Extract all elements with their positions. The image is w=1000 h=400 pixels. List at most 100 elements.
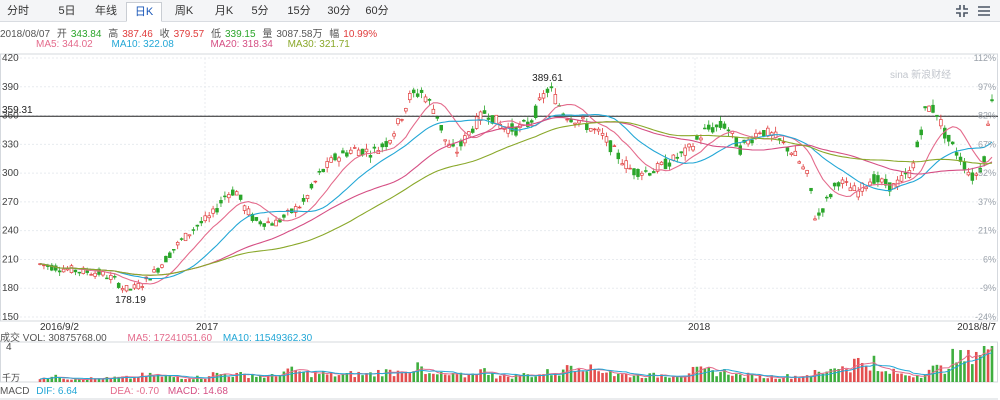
volume-bar [203, 378, 207, 382]
candle-body [990, 99, 994, 102]
candle-body [329, 157, 333, 163]
candle-body [911, 162, 916, 169]
tab-30min[interactable]: 30分 [327, 5, 351, 17]
candle-body [514, 126, 518, 136]
volume-bar [491, 373, 494, 382]
info-date: 2018/08/07 [0, 29, 51, 40]
candle-body [254, 217, 259, 221]
candle-body [549, 86, 554, 89]
compress-icon[interactable] [954, 3, 970, 19]
volume-bar [652, 372, 655, 382]
candle-body [585, 123, 589, 130]
right-pct-tick-label: -24% [975, 312, 996, 322]
volume-bar [884, 371, 888, 382]
volume-bar [78, 379, 81, 382]
volume-bar [479, 369, 482, 382]
volume-bar [577, 368, 581, 382]
candle-body [785, 147, 790, 152]
volume-bar [93, 378, 97, 382]
candle-body [419, 89, 424, 93]
candle-body [864, 186, 868, 190]
candle-body [573, 122, 577, 125]
tab-60min[interactable]: 60分 [365, 5, 389, 17]
volume-bar [687, 373, 691, 382]
volume-bar [628, 377, 632, 382]
volume-bar [345, 373, 349, 382]
volume-bar [963, 361, 966, 382]
volume-bar [447, 375, 451, 382]
volume-bar [738, 374, 742, 382]
volume-bar [723, 369, 726, 382]
volume-bar [286, 368, 290, 382]
high-label: 高 [108, 29, 119, 40]
volume-bar [908, 375, 911, 382]
tab-yearline[interactable]: 年线 [95, 5, 117, 17]
candle-body [840, 179, 845, 184]
candle-body [211, 208, 215, 214]
candle-body [278, 219, 282, 223]
volume-bar [180, 378, 183, 382]
candle-body [246, 208, 251, 216]
candle-body [57, 270, 62, 273]
candle-body [919, 129, 923, 136]
volume-bar [105, 376, 109, 382]
candle-body [227, 194, 231, 199]
candle-body [891, 183, 896, 190]
volume-bar [715, 376, 718, 382]
volume-bar [50, 376, 54, 382]
volume-bar [483, 368, 486, 382]
volume-bar [923, 374, 927, 382]
candle-body [93, 272, 97, 277]
volume-label: 量 [262, 29, 273, 40]
volume-bar [290, 366, 294, 382]
ma30-label: MA30: 321.71 [287, 39, 350, 50]
volume-bar [251, 374, 254, 382]
candle-body [522, 119, 526, 122]
volume-bar [160, 376, 164, 382]
candle-body [533, 105, 538, 118]
volume-bar [184, 378, 187, 382]
volume-bar [428, 373, 431, 382]
candle-body [50, 264, 54, 271]
candle-body [459, 140, 463, 147]
tab-daily-k[interactable]: 日K [126, 2, 162, 22]
volume-bar [849, 372, 852, 382]
candle-body [581, 117, 585, 120]
volume-bar [199, 378, 203, 382]
volume-bar [223, 373, 227, 382]
candle-body [699, 137, 703, 141]
price-panel-frame [0, 53, 998, 322]
candle-body [506, 126, 510, 134]
tab-5min[interactable]: 5分 [251, 5, 269, 17]
tab-15min[interactable]: 15分 [287, 5, 311, 17]
volume-bar [927, 369, 931, 382]
volume-bar [514, 374, 518, 382]
candle-body [415, 93, 420, 97]
candle-body [400, 119, 404, 121]
volume-bar [140, 372, 144, 382]
right-pct-tick-label: 82% [978, 111, 996, 121]
volume-bar [766, 378, 770, 382]
volume-bar [502, 374, 506, 382]
candle-body [600, 132, 605, 136]
tab-5day[interactable]: 5日 [58, 5, 76, 17]
tab-intraday[interactable]: 分时 [7, 5, 29, 17]
candle-body [793, 150, 798, 157]
menu-icon[interactable] [976, 3, 992, 19]
candle-body [762, 130, 766, 137]
candle-body [486, 117, 491, 120]
volume-bar [451, 372, 455, 382]
candle-body [81, 267, 86, 274]
tab-monthly-k[interactable]: 月K [214, 5, 234, 17]
volume-bar [971, 364, 974, 382]
candle-body [187, 234, 192, 237]
candle-body [620, 163, 624, 166]
candle-body [946, 134, 951, 142]
volume-bar [498, 375, 502, 382]
volume-bar [314, 371, 317, 382]
candle-body [655, 163, 660, 172]
candle-body [817, 212, 821, 216]
candle-body [734, 136, 739, 147]
tab-weekly-k[interactable]: 周K [174, 5, 194, 17]
candle-body [640, 172, 644, 176]
